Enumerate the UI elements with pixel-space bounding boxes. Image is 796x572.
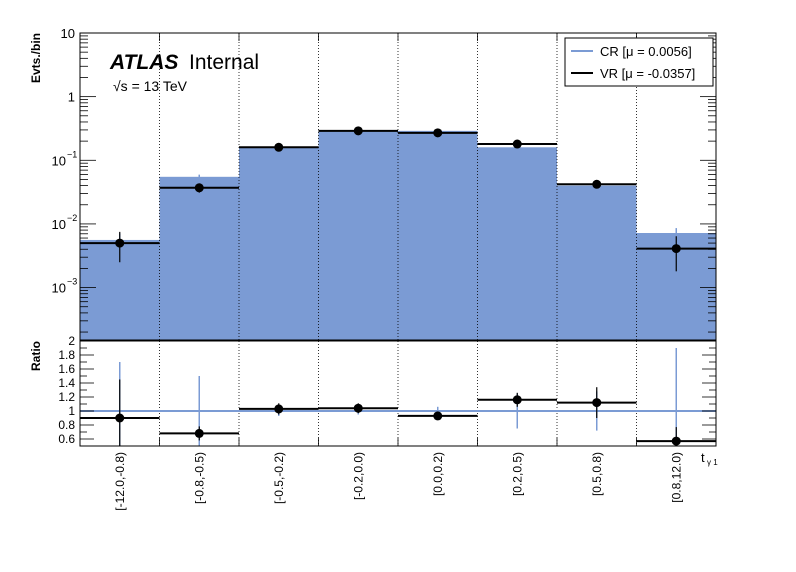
atlas-label: ATLAS — [109, 51, 178, 74]
cr-bar — [477, 147, 557, 340]
x-tick-label: [0.0,0.2) — [431, 452, 445, 496]
y-tick-exponent: −2 — [67, 213, 77, 223]
y-tick-label: 1 — [68, 90, 75, 105]
ratio-y-tick-label: 0.8 — [58, 418, 75, 432]
y-axis-label: Evts./bin — [29, 33, 43, 83]
ratio-point — [194, 428, 204, 438]
bin-divider-lines — [159, 33, 637, 340]
x-tick-label: [-0.8,-0.5) — [192, 452, 206, 504]
x-axis-label: t — [701, 450, 705, 465]
vr-point — [194, 183, 204, 193]
vr-histogram — [80, 126, 716, 272]
ratio-point — [671, 436, 681, 446]
ratio-y-tick-label: 1.6 — [58, 362, 75, 376]
y-tick-exponent: −1 — [67, 149, 77, 159]
cr-histogram — [80, 130, 716, 340]
y-tick-exponent: −3 — [67, 277, 77, 287]
legend-vr-label: VR [μ = -0.0357] — [600, 66, 695, 81]
ratio-y-tick-label: 1.4 — [58, 376, 75, 390]
ratio-points — [80, 379, 716, 446]
ratio-point — [274, 404, 284, 414]
cr-bar — [239, 147, 319, 340]
ratio-point — [115, 413, 125, 423]
x-tick-labels: [-12.0,-0.8) [-0.8,-0.5) [-0.5,-0.2) [-0.2,… — [113, 452, 684, 511]
legend-cr-label: CR [μ = 0.0056] — [600, 44, 692, 59]
cr-bar — [318, 130, 398, 340]
vr-point — [671, 244, 681, 254]
ratio-y-tick-label: 1.2 — [58, 390, 75, 404]
ratio-point — [592, 398, 602, 408]
y-tick-label: 10 — [52, 217, 66, 232]
ratio-axes: 0.60.811.21.41.61.82 — [58, 334, 717, 447]
ratio-y-axis-label: Ratio — [29, 341, 43, 371]
energy-label: √s = 13 TeV — [113, 78, 188, 94]
ratio-y-tick-label: 0.6 — [58, 432, 75, 446]
y-tick-label: 10 — [52, 281, 66, 296]
x-tick-label: [-0.2,0.0) — [351, 452, 365, 500]
y-tick-label: 10 — [61, 26, 75, 41]
ratio-y-tick-label: 2 — [68, 334, 75, 348]
ratio-bin-divider-lines — [159, 341, 637, 446]
legend: CR [μ = 0.0056] VR [μ = -0.0357] — [564, 37, 714, 87]
ratio-point — [433, 411, 443, 421]
vr-point — [592, 179, 602, 189]
vr-point — [512, 139, 522, 149]
internal-label: Internal — [189, 51, 259, 74]
cr-bar — [159, 176, 239, 340]
x-tick-label: [0.8,12.0) — [669, 452, 683, 503]
ratio-y-tick-label: 1.8 — [58, 348, 75, 362]
x-tick-label: [-12.0,-0.8) — [113, 452, 127, 511]
ratio-point — [353, 403, 363, 413]
vr-point — [274, 142, 284, 152]
cr-bar — [557, 185, 637, 340]
x-tick-label: [-0.5,-0.2) — [272, 452, 286, 504]
x-tick-label: [0.5,0.8) — [590, 452, 604, 496]
cr-bar — [398, 130, 478, 340]
vr-point — [433, 128, 443, 138]
y-tick-label: 10 — [52, 153, 66, 168]
vr-point — [115, 238, 125, 248]
x-axis-label-subscript: γ 1 — [707, 458, 718, 467]
ratio-point — [512, 395, 522, 405]
ratio-y-tick-label: 1 — [68, 404, 75, 418]
vr-point — [353, 126, 363, 136]
x-tick-label: [0.2,0.5) — [510, 452, 524, 496]
